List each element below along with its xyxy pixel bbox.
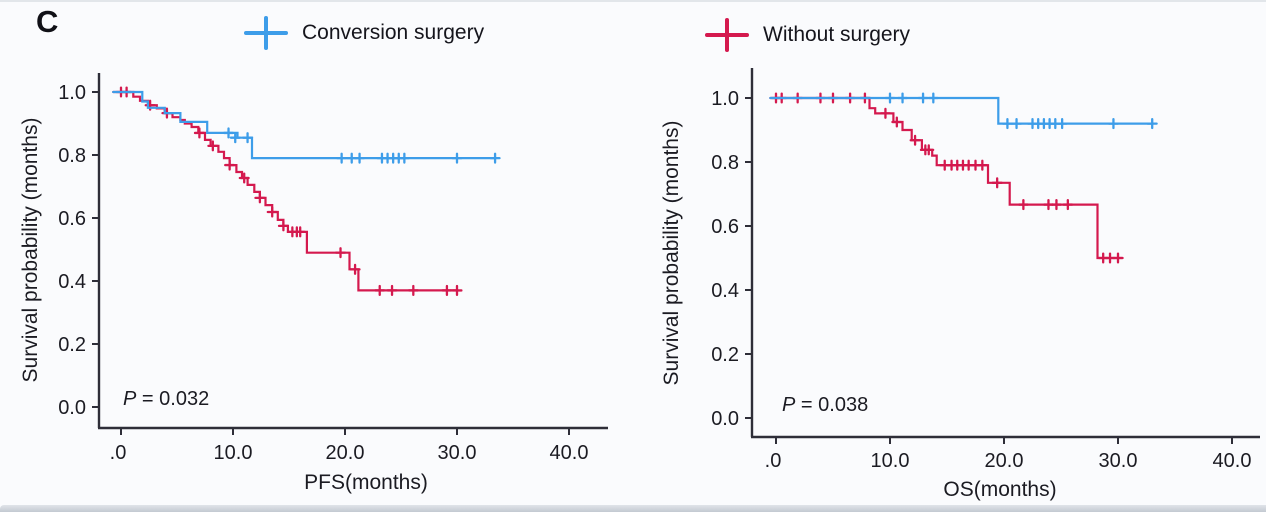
y-tick-label: 0.6 [58,208,86,230]
x-tick-label: 20.0 [985,450,1024,472]
y-tick-label: 0.0 [58,397,86,419]
x-tick-label: 40.0 [550,442,589,464]
x-tick-label: 40.0 [1213,450,1252,472]
legend-item-conversion-surgery: Conversion surgery [243,14,484,52]
legend-label: Conversion surgery [302,21,485,44]
y-tick-label: 0.0 [711,408,739,430]
without-surgery-censor-marks [115,86,463,297]
conversion-surgery-curve [112,90,497,160]
y-axis-label: Survival probability (months) [19,118,42,383]
x-tick-label: 30.0 [438,442,477,464]
y-tick-label: 0.6 [711,216,739,238]
y-tick-label: 1.0 [711,88,739,110]
y-tick-label: 0.4 [711,280,739,302]
pfs-plot: 1.0 0.8 0.6 0.4 0.2 0.0 .0 10.0 20.0 30.0 40.0 PFS(… [19,73,608,494]
x-tick-label: 30.0 [1099,450,1138,472]
conversion-surgery-censor-marks [884,92,1158,130]
os-plot: 1.0 0.8 0.6 0.4 0.2 0.0 .0 10.0 20.0 30.0 40.0 OS(m… [660,68,1260,501]
plus-marker-icon [705,18,749,52]
frame-bottom-strip [0,505,1266,512]
conversion-surgery-curve [769,96,1154,125]
x-tick-label: 10.0 [871,450,910,472]
y-tick-label: 0.8 [58,145,86,167]
x-tick-label: .0 [765,450,782,472]
legend-label: Without surgery [763,23,911,46]
without-surgery-curve [112,90,459,292]
without-surgery-curve [769,96,1124,260]
x-tick-label: .0 [110,442,127,464]
without-surgery-censor-marks [770,92,1124,264]
plus-marker-icon [244,16,288,50]
conversion-surgery-censor-marks [222,127,501,164]
x-axis-label: OS(months) [943,478,1056,501]
legend-item-without-surgery: Without surgery [704,16,910,54]
y-tick-label: 0.2 [58,334,86,356]
y-tick-label: 0.2 [711,344,739,366]
panel-label: C [36,4,59,39]
y-tick-label: 0.8 [711,152,739,174]
y-axis-label: Survival probability (months) [660,121,683,386]
frame-top-strip [0,0,1266,2]
y-tick-label: 1.0 [58,82,86,104]
x-tick-label: 10.0 [214,442,253,464]
p-value-label: P = 0.032 [123,388,209,410]
p-value-label: P = 0.038 [782,394,868,416]
y-tick-label: 0.4 [58,271,86,293]
x-axis-label: PFS(months) [304,471,428,494]
x-tick-label: 20.0 [326,442,365,464]
